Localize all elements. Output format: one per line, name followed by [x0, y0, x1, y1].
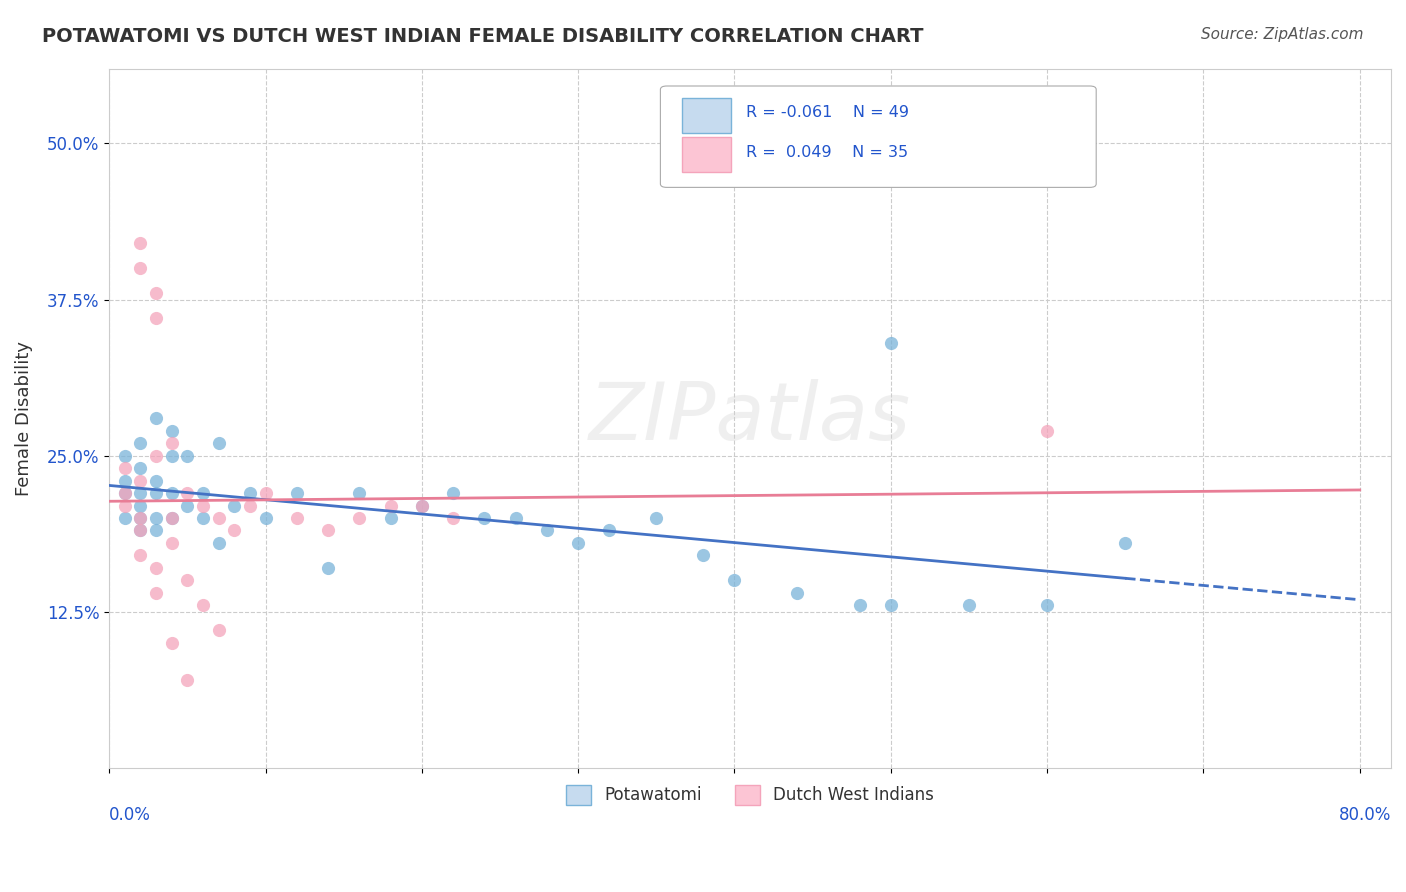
- Point: [191, 486, 214, 500]
- Text: POTAWATOMI VS DUTCH WEST INDIAN FEMALE DISABILITY CORRELATION CHART: POTAWATOMI VS DUTCH WEST INDIAN FEMALE D…: [42, 27, 924, 45]
- Point: [786, 586, 808, 600]
- Point: [145, 474, 167, 488]
- Point: [191, 499, 214, 513]
- Text: R =  0.049    N = 35: R = 0.049 N = 35: [747, 145, 908, 160]
- Text: R = -0.061    N = 49: R = -0.061 N = 49: [747, 105, 910, 120]
- Point: [114, 449, 136, 463]
- Point: [129, 511, 152, 525]
- Point: [723, 574, 745, 588]
- Point: [129, 436, 152, 450]
- Point: [316, 561, 339, 575]
- Point: [224, 524, 246, 538]
- Point: [129, 474, 152, 488]
- Legend: Potawatomi, Dutch West Indians: Potawatomi, Dutch West Indians: [560, 778, 941, 812]
- Text: 0.0%: 0.0%: [110, 806, 150, 824]
- Point: [536, 524, 558, 538]
- Text: 80.0%: 80.0%: [1339, 806, 1391, 824]
- Point: [129, 236, 152, 251]
- Point: [1036, 424, 1059, 438]
- Point: [129, 524, 152, 538]
- Point: [191, 599, 214, 613]
- Point: [129, 511, 152, 525]
- Point: [129, 461, 152, 475]
- Text: Source: ZipAtlas.com: Source: ZipAtlas.com: [1201, 27, 1364, 42]
- Point: [254, 486, 277, 500]
- Point: [129, 261, 152, 276]
- Point: [505, 511, 527, 525]
- Point: [145, 286, 167, 301]
- Point: [441, 486, 464, 500]
- Point: [411, 499, 433, 513]
- Point: [145, 561, 167, 575]
- Point: [349, 511, 371, 525]
- Text: ZIPatlas: ZIPatlas: [589, 379, 911, 457]
- Point: [239, 499, 262, 513]
- Point: [349, 486, 371, 500]
- Point: [285, 511, 308, 525]
- Point: [145, 586, 167, 600]
- Point: [441, 511, 464, 525]
- Point: [692, 549, 714, 563]
- Point: [160, 636, 183, 650]
- Point: [160, 436, 183, 450]
- Point: [176, 499, 198, 513]
- Point: [145, 449, 167, 463]
- Point: [145, 486, 167, 500]
- Point: [114, 511, 136, 525]
- Point: [176, 486, 198, 500]
- Point: [160, 486, 183, 500]
- Point: [880, 336, 903, 351]
- Point: [380, 499, 402, 513]
- Point: [176, 673, 198, 688]
- Point: [380, 511, 402, 525]
- Point: [129, 499, 152, 513]
- Point: [848, 599, 870, 613]
- Point: [160, 536, 183, 550]
- Point: [129, 524, 152, 538]
- Point: [114, 499, 136, 513]
- Point: [1036, 599, 1059, 613]
- Point: [160, 511, 183, 525]
- Point: [1114, 536, 1136, 550]
- Point: [114, 486, 136, 500]
- Point: [191, 511, 214, 525]
- Point: [114, 486, 136, 500]
- Point: [145, 524, 167, 538]
- FancyBboxPatch shape: [682, 137, 731, 172]
- Point: [957, 599, 980, 613]
- Point: [129, 486, 152, 500]
- Point: [645, 511, 668, 525]
- Point: [208, 436, 231, 450]
- Point: [176, 574, 198, 588]
- Point: [316, 524, 339, 538]
- Point: [239, 486, 262, 500]
- Point: [598, 524, 620, 538]
- Point: [145, 511, 167, 525]
- Point: [224, 499, 246, 513]
- Point: [160, 511, 183, 525]
- Point: [567, 536, 589, 550]
- Point: [145, 411, 167, 425]
- Y-axis label: Female Disability: Female Disability: [15, 341, 32, 496]
- Point: [160, 424, 183, 438]
- Point: [411, 499, 433, 513]
- Point: [176, 449, 198, 463]
- Point: [208, 536, 231, 550]
- FancyBboxPatch shape: [682, 98, 731, 133]
- Point: [474, 511, 496, 525]
- Point: [880, 599, 903, 613]
- Point: [114, 461, 136, 475]
- FancyBboxPatch shape: [661, 86, 1097, 187]
- Point: [208, 624, 231, 638]
- Point: [208, 511, 231, 525]
- Point: [129, 549, 152, 563]
- Point: [285, 486, 308, 500]
- Point: [254, 511, 277, 525]
- Point: [160, 449, 183, 463]
- Point: [114, 474, 136, 488]
- Point: [145, 311, 167, 326]
